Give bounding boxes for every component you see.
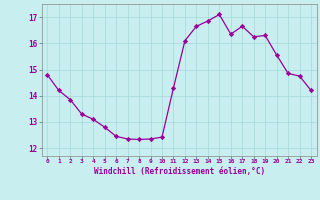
X-axis label: Windchill (Refroidissement éolien,°C): Windchill (Refroidissement éolien,°C) — [94, 167, 265, 176]
